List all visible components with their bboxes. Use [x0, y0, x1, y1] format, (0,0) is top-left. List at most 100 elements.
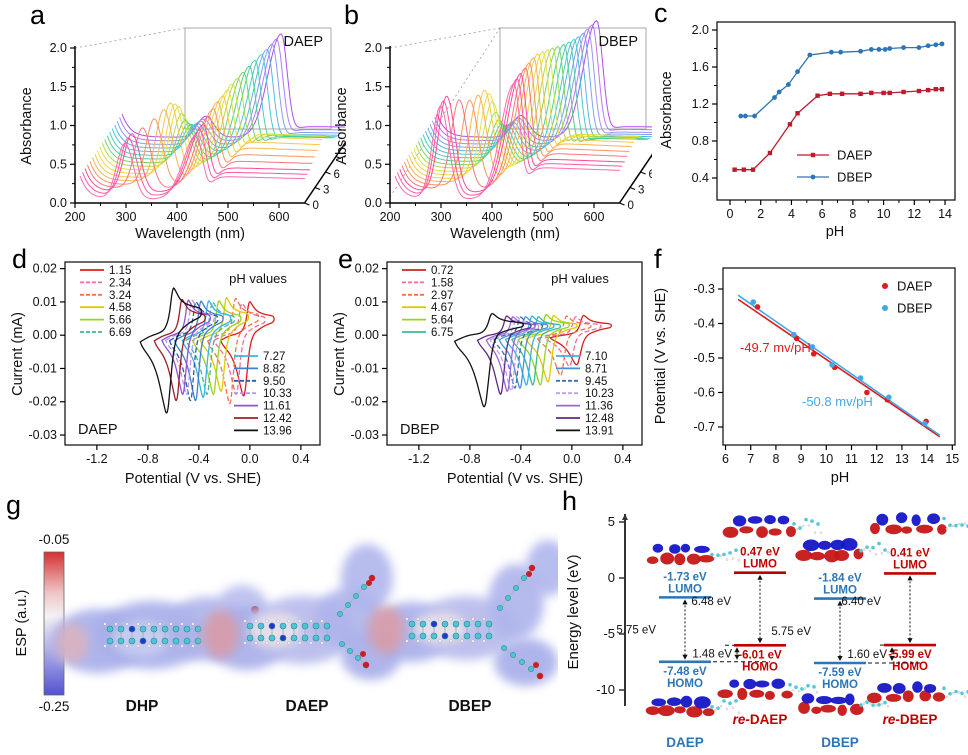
svg-text:ESP (a.u.): ESP (a.u.): [14, 590, 30, 657]
svg-text:-6.01 eV: -6.01 eV: [738, 649, 782, 661]
svg-text:0: 0: [313, 200, 319, 212]
svg-text:12.48: 12.48: [585, 413, 614, 425]
svg-text:500: 500: [533, 210, 554, 224]
svg-text:DAEP: DAEP: [666, 735, 704, 750]
panel-h-label: h: [562, 486, 578, 516]
svg-text:12.42: 12.42: [263, 413, 292, 425]
svg-text:LUMO: LUMO: [823, 585, 857, 597]
svg-text:10: 10: [819, 452, 833, 466]
svg-text:4: 4: [788, 207, 795, 221]
svg-text:-0.25: -0.25: [39, 699, 70, 714]
svg-text:Current (mA): Current (mA): [332, 312, 348, 396]
svg-text:7.10: 7.10: [585, 351, 607, 363]
svg-text:0.47 eV: 0.47 eV: [740, 547, 780, 559]
svg-text:0.5: 0.5: [50, 157, 67, 171]
svg-text:1.5: 1.5: [50, 80, 67, 94]
svg-text:DAEP: DAEP: [897, 279, 932, 294]
svg-text:1.60 eV: 1.60 eV: [847, 649, 887, 661]
svg-text:5.75 eV: 5.75 eV: [771, 626, 811, 638]
svg-text:14: 14: [920, 452, 934, 466]
svg-text:0.0: 0.0: [563, 452, 580, 466]
svg-text:DAEP: DAEP: [285, 698, 328, 715]
svg-text:-1.2: -1.2: [408, 452, 430, 466]
svg-text:5: 5: [608, 514, 615, 529]
svg-text:1.5: 1.5: [365, 80, 382, 94]
svg-text:1.15: 1.15: [109, 265, 131, 277]
svg-text:Absorbance: Absorbance: [659, 71, 675, 148]
svg-text:11: 11: [845, 452, 858, 466]
svg-text:3: 3: [323, 185, 329, 197]
svg-text:1.58: 1.58: [431, 277, 453, 289]
svg-text:600: 600: [584, 210, 605, 224]
svg-text:-0.02: -0.02: [29, 395, 58, 409]
svg-text:1.6: 1.6: [692, 60, 709, 74]
panel-a-waterfall-daep: 0.00.51.01.52.0200300400500600036912DAEP…: [19, 27, 345, 242]
svg-text:6.75: 6.75: [431, 327, 453, 339]
svg-text:-1.2: -1.2: [86, 452, 108, 466]
svg-text:-0.6: -0.6: [693, 386, 715, 400]
svg-text:2.0: 2.0: [50, 41, 67, 55]
svg-text:-7.48 eV: -7.48 eV: [663, 666, 707, 678]
svg-text:0: 0: [727, 207, 734, 221]
panel-e-label: e: [338, 244, 354, 274]
svg-text:Wavelength (nm): Wavelength (nm): [450, 226, 560, 242]
svg-text:0.01: 0.01: [355, 295, 379, 309]
svg-text:-0.3: -0.3: [693, 282, 715, 296]
svg-text:pH: pH: [831, 470, 850, 486]
svg-text:6: 6: [819, 207, 826, 221]
svg-text:0.00: 0.00: [355, 328, 379, 342]
svg-text:-0.8: -0.8: [137, 452, 159, 466]
svg-text:8.82: 8.82: [263, 363, 285, 375]
svg-text:DAEP: DAEP: [837, 148, 872, 163]
svg-text:-0.5: -0.5: [693, 351, 715, 365]
svg-text:0.41 eV: 0.41 eV: [890, 547, 930, 559]
svg-text:Potential (V vs. SHE): Potential (V vs. SHE): [125, 471, 261, 487]
svg-text:re-DAEP: re-DAEP: [733, 712, 788, 727]
svg-text:-0.4: -0.4: [510, 452, 532, 466]
svg-text:0.01: 0.01: [33, 295, 57, 309]
panel-e-cv-dbep: 0.02 0.01 0.00 -0.01 -0.02 -0.03 -1.2 -0.8 -0.4 0…: [332, 261, 643, 487]
panel-d-label: d: [12, 244, 28, 274]
svg-text:-0.03: -0.03: [29, 428, 58, 442]
svg-text:0.0: 0.0: [241, 452, 258, 466]
svg-text:DBEP: DBEP: [400, 422, 440, 438]
svg-text:12: 12: [870, 452, 884, 466]
svg-text:DBEP: DBEP: [448, 698, 491, 715]
svg-text:9: 9: [798, 452, 805, 466]
svg-text:9.45: 9.45: [585, 376, 607, 388]
svg-text:Energy level (eV): Energy level (eV): [565, 554, 582, 669]
svg-text:HOMO: HOMO: [892, 661, 928, 673]
svg-text:-1.84 eV: -1.84 eV: [818, 573, 862, 585]
svg-text:6.69: 6.69: [109, 327, 131, 339]
svg-text:13: 13: [895, 452, 909, 466]
svg-text:0.72: 0.72: [431, 265, 453, 277]
svg-text:-5.99 eV: -5.99 eV: [888, 649, 932, 661]
svg-text:10.33: 10.33: [263, 388, 292, 400]
svg-text:1.0: 1.0: [365, 119, 382, 133]
svg-text:0.8: 0.8: [692, 134, 709, 148]
svg-text:HOMO: HOMO: [742, 661, 778, 673]
svg-text:HOMO: HOMO: [822, 679, 858, 691]
svg-text:5.66: 5.66: [109, 315, 131, 327]
svg-text:-50.8 mv/pH: -50.8 mv/pH: [802, 394, 873, 409]
svg-text:LUMO: LUMO: [668, 583, 702, 595]
svg-text:15: 15: [945, 452, 959, 466]
svg-text:2.97: 2.97: [431, 290, 453, 302]
svg-text:2.34: 2.34: [109, 277, 132, 289]
svg-text:7.27: 7.27: [263, 351, 285, 363]
svg-text:13.91: 13.91: [585, 425, 614, 437]
svg-text:6.40 eV: 6.40 eV: [841, 596, 881, 608]
svg-text:-0.01: -0.01: [351, 361, 380, 375]
svg-text:500: 500: [218, 210, 239, 224]
svg-text:9.50: 9.50: [263, 376, 285, 388]
panel-a-label: a: [30, 0, 46, 30]
svg-text:pH values: pH values: [229, 271, 287, 286]
svg-text:3: 3: [638, 185, 644, 197]
svg-text:4.58: 4.58: [109, 302, 131, 314]
svg-text:-0.4: -0.4: [693, 317, 715, 331]
panel-b-waterfall-dbep: 0.00.51.01.52.0200300400500600036912DBEP…: [334, 20, 652, 242]
svg-text:10.23: 10.23: [585, 388, 614, 400]
svg-text:0: 0: [628, 200, 634, 212]
svg-text:Wavelength (nm): Wavelength (nm): [135, 226, 245, 242]
svg-text:-10: -10: [596, 682, 615, 697]
